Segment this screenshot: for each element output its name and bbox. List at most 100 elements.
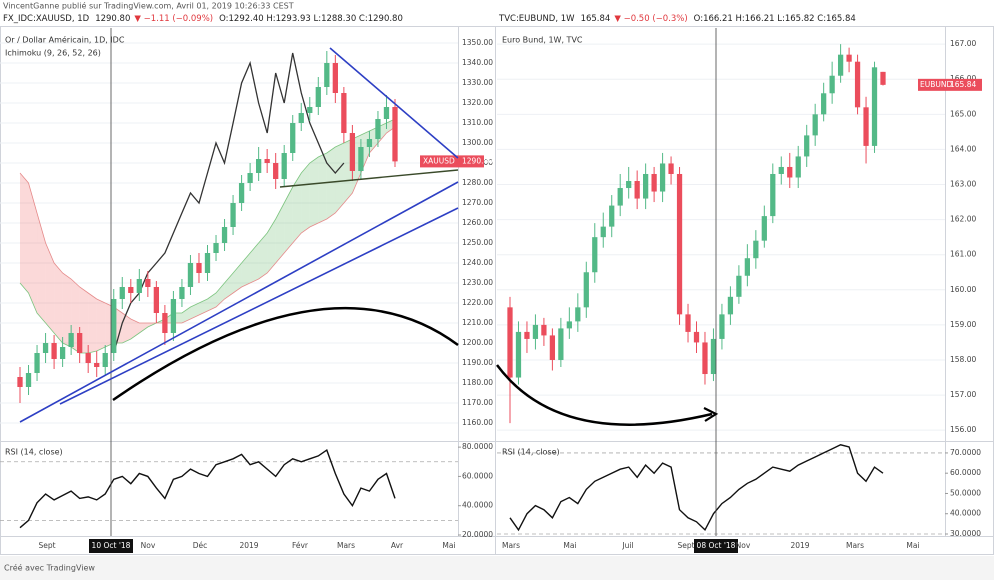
y-tick-label: 1220.00 xyxy=(462,298,493,307)
rsi-title: RSI (14, close) xyxy=(5,448,63,457)
candle-body xyxy=(676,173,683,315)
candle-body xyxy=(179,287,185,299)
candle-body xyxy=(643,173,649,199)
candle-body xyxy=(42,343,49,353)
rsi-tick-label: 60.0000 xyxy=(950,468,981,477)
y-tick-label: 167.00 xyxy=(950,39,976,48)
candle-body xyxy=(558,328,564,360)
x-tick-label: Mars xyxy=(337,541,355,550)
candle-body xyxy=(719,314,725,339)
arc-drawing xyxy=(495,364,713,426)
x-tick-label: Mai xyxy=(442,541,455,550)
candle-body xyxy=(583,272,589,308)
price-tag xyxy=(918,78,982,91)
rsi-title: RSI (14, close) xyxy=(502,448,560,457)
candle-body xyxy=(804,135,810,157)
arrow-head xyxy=(703,407,719,422)
ohlc: O:166.21 H:166.21 L:165.82 C:165.84 xyxy=(694,14,856,24)
candle-body xyxy=(153,287,160,313)
x-tick-label: Déc xyxy=(193,541,208,550)
y-tick-label: 161.00 xyxy=(950,250,976,259)
candle-body xyxy=(659,163,666,192)
cloud-segment xyxy=(28,183,38,313)
y-tick-label: 1190.00 xyxy=(462,358,493,367)
y-tick-label: 1170.00 xyxy=(462,398,493,407)
candle-body xyxy=(795,156,801,178)
candle-body xyxy=(255,159,262,173)
candle-body xyxy=(290,123,296,153)
candle-body xyxy=(162,313,168,333)
change: ▼ −0.50 (−0.3%) xyxy=(614,14,687,24)
candle-body xyxy=(332,63,338,93)
candle-body xyxy=(375,119,381,139)
candle-body xyxy=(213,243,219,253)
x-tick-label: Sept xyxy=(38,541,55,550)
chart-title: Or / Dollar Américain, 1D, IDC xyxy=(5,35,125,45)
symbol: TVC:EUBUND, 1W xyxy=(498,14,575,24)
y-tick-label: 1310.00 xyxy=(462,118,493,127)
candle-body xyxy=(778,166,784,174)
cloud-segment xyxy=(292,173,302,243)
x-tick-label: Nov xyxy=(141,541,156,550)
candle-body xyxy=(307,107,313,113)
candle-body xyxy=(837,54,844,76)
candle-body xyxy=(34,353,40,373)
price-tag-label: 165.84 xyxy=(950,80,976,89)
candle-body xyxy=(609,205,615,227)
y-tick-label: 159.00 xyxy=(950,320,976,329)
candle-body xyxy=(727,296,734,315)
cloud-segment xyxy=(96,299,106,351)
candle-body xyxy=(524,331,530,339)
y-tick-label: 1200.00 xyxy=(462,338,493,347)
cloud-segment xyxy=(318,153,327,223)
last-price: 165.84 xyxy=(581,14,611,24)
cloud-segment xyxy=(309,157,319,227)
trend-line xyxy=(279,169,459,188)
candle-body xyxy=(507,307,513,378)
candle-body xyxy=(829,75,835,94)
y-tick-label: 1330.00 xyxy=(462,78,493,87)
rsi-tick-label: 80.0000 xyxy=(462,442,493,451)
y-tick-label: 1240.00 xyxy=(462,258,493,267)
symbol-header: FX_IDC:XAUUSD, 1D 1290.80 ▼ −1.11 (−0.09%)… xyxy=(3,14,403,24)
footer-bar xyxy=(0,556,994,580)
candle-body xyxy=(753,240,759,259)
x-tick-label: 08 Oct '18 xyxy=(697,541,736,550)
candle-body xyxy=(383,107,390,119)
x-tick-label: Mai xyxy=(906,541,919,550)
chart-title: Euro Bund, 1W, TVC xyxy=(502,36,583,45)
drawings xyxy=(19,28,719,536)
rsi-tick-label: 30.0000 xyxy=(950,529,981,538)
rsi-line xyxy=(509,444,884,532)
candle-body xyxy=(693,331,700,343)
cloud-segment xyxy=(241,253,251,287)
trend-line xyxy=(329,47,459,159)
candle-body xyxy=(136,279,142,293)
candle-body xyxy=(315,87,321,107)
candle-body xyxy=(541,324,547,336)
candle-body xyxy=(366,139,373,147)
span-a-line xyxy=(19,118,396,354)
candle-body xyxy=(880,71,886,85)
price-tag xyxy=(420,155,484,168)
rsi-tick-label: 40.0000 xyxy=(462,501,493,510)
change: ▼ −1.11 (−0.09%) xyxy=(134,14,213,24)
cloud-segment xyxy=(37,213,46,323)
time-cursor-box xyxy=(89,539,133,553)
candle-body xyxy=(744,258,750,276)
candle-body xyxy=(264,159,270,163)
candle-body xyxy=(575,307,581,322)
y-tick-label: 1250.00 xyxy=(462,238,493,247)
rsi-tick-label: 70.0000 xyxy=(950,448,981,457)
candle-body xyxy=(77,333,83,353)
candle-body xyxy=(273,163,279,179)
candle-body xyxy=(761,216,767,241)
candle-body xyxy=(341,93,347,133)
candle-body xyxy=(821,93,827,115)
candle-body xyxy=(854,61,861,108)
candle-body xyxy=(298,113,304,123)
candle-body xyxy=(668,163,674,174)
x-tick-label: Mars xyxy=(846,541,864,550)
candle-body xyxy=(770,173,776,217)
